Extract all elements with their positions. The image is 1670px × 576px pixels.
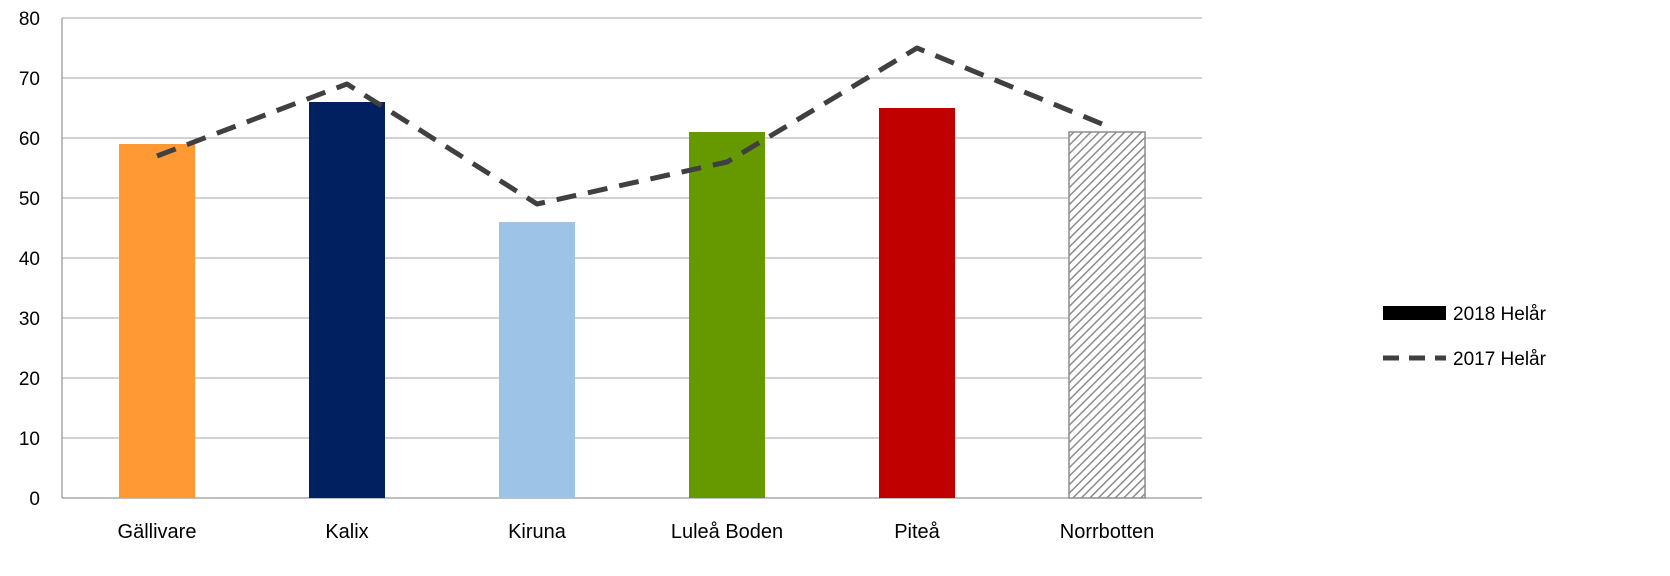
x-category-label: Piteå (894, 521, 940, 543)
bar-series (119, 102, 1146, 499)
bar (689, 132, 765, 498)
gridlines (61, 17, 1202, 499)
x-category-label: Kiruna (508, 521, 567, 543)
x-axis-labels: Gällivare Kalix Kiruna Luleå Boden Piteå Norr… (118, 521, 1155, 543)
x-category-label: Gällivare (118, 521, 197, 543)
y-tick-label: 0 (29, 489, 40, 510)
y-tick-label: 70 (19, 69, 40, 90)
y-tick-label: 40 (19, 249, 40, 270)
legend-swatch-bar (1383, 306, 1446, 320)
line-series-path (156, 45, 1108, 207)
legend-label: 2018 Helår (1453, 304, 1547, 325)
x-category-label: Kalix (325, 521, 368, 543)
legend: 2018 Helår 2017 Helår (1383, 304, 1547, 370)
y-tick-label: 60 (19, 129, 40, 150)
legend-label: 2017 Helår (1453, 349, 1547, 370)
line-series (156, 45, 1108, 207)
y-tick-label: 50 (19, 189, 40, 210)
bar (1068, 131, 1146, 499)
bar (309, 102, 385, 498)
bar (499, 222, 575, 498)
bar (119, 144, 195, 498)
y-tick-label: 10 (19, 429, 40, 450)
y-tick-label: 30 (19, 309, 40, 330)
x-category-label: Norrbotten (1060, 521, 1155, 543)
y-axis-ticks: 0 10 20 30 40 50 60 70 80 (19, 9, 40, 510)
bar (879, 108, 955, 498)
x-category-label: Luleå Boden (671, 521, 783, 543)
y-tick-label: 20 (19, 369, 40, 390)
y-tick-label: 80 (19, 9, 40, 30)
